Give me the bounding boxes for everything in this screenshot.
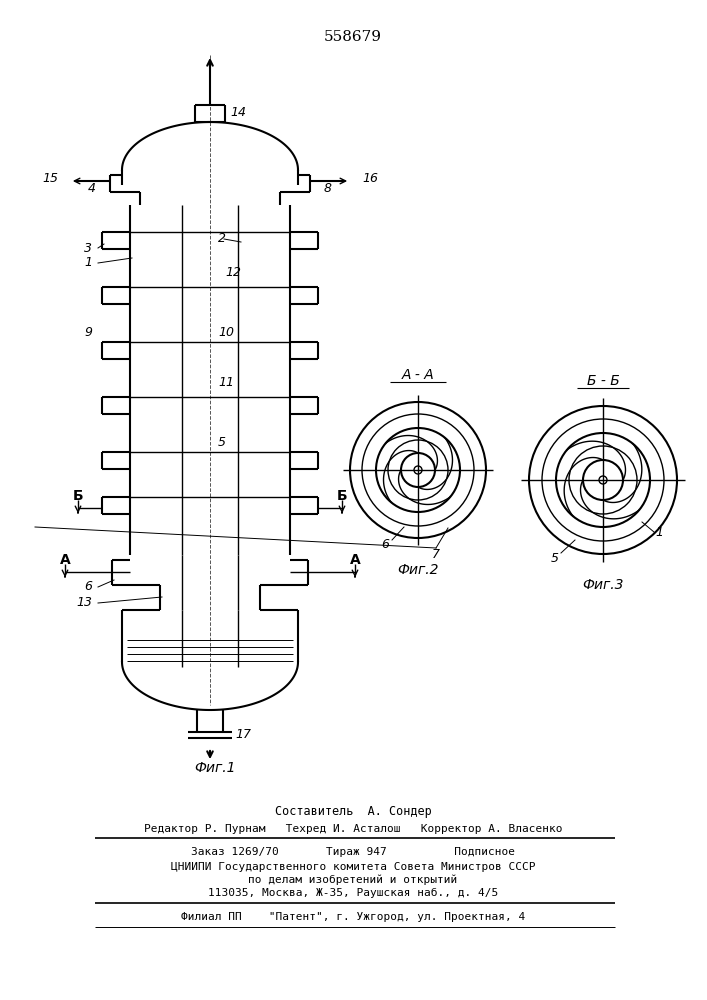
Text: А: А	[59, 553, 71, 567]
Text: 1: 1	[655, 526, 663, 538]
Text: ЦНИИПИ Государственного комитета Совета Министров СССР: ЦНИИПИ Государственного комитета Совета …	[171, 862, 535, 872]
Text: 113035, Москва, Ж-35, Раушская наб., д. 4/5: 113035, Москва, Ж-35, Раушская наб., д. …	[208, 888, 498, 898]
Text: 3: 3	[84, 241, 92, 254]
Text: Заказ 1269/70       Тираж 947          Подписное: Заказ 1269/70 Тираж 947 Подписное	[191, 847, 515, 857]
Text: Б: Б	[337, 489, 347, 503]
Text: 5: 5	[218, 436, 226, 448]
Text: 16: 16	[362, 172, 378, 184]
Text: 10: 10	[218, 326, 234, 338]
Text: 4: 4	[88, 182, 96, 196]
Text: 1: 1	[84, 255, 92, 268]
Text: 7: 7	[432, 548, 440, 560]
Text: 13: 13	[76, 595, 92, 608]
Text: Б - Б: Б - Б	[587, 374, 619, 388]
Text: по делам изобретений и открытий: по делам изобретений и открытий	[248, 875, 457, 885]
Text: 14: 14	[230, 106, 246, 119]
Text: А - А: А - А	[402, 368, 434, 382]
Text: 5: 5	[551, 552, 559, 564]
Text: 6: 6	[84, 580, 92, 593]
Text: Б: Б	[73, 489, 83, 503]
Text: 558679: 558679	[324, 30, 382, 44]
Text: Фиг.2: Фиг.2	[397, 563, 439, 577]
Text: А: А	[350, 553, 361, 567]
Text: 12: 12	[225, 265, 241, 278]
Text: 15: 15	[42, 172, 58, 184]
Text: 6: 6	[381, 538, 389, 552]
Text: 8: 8	[324, 182, 332, 196]
Text: Составитель  А. Сондер: Составитель А. Сондер	[274, 806, 431, 818]
Circle shape	[414, 466, 422, 474]
Text: 11: 11	[218, 375, 234, 388]
Text: Редактор Р. Пурнам   Техред И. Асталош   Корректор А. Власенко: Редактор Р. Пурнам Техред И. Асталош Кор…	[144, 824, 562, 834]
Text: 2: 2	[218, 232, 226, 244]
Text: 17: 17	[235, 728, 251, 740]
Text: 9: 9	[84, 326, 92, 338]
Text: Фиг.3: Фиг.3	[583, 578, 624, 592]
Circle shape	[599, 476, 607, 484]
Text: Фиг.1: Фиг.1	[194, 761, 235, 775]
Text: Филиал ПП    "Патент", г. Ужгород, ул. Проектная, 4: Филиал ПП "Патент", г. Ужгород, ул. Прое…	[181, 912, 525, 922]
